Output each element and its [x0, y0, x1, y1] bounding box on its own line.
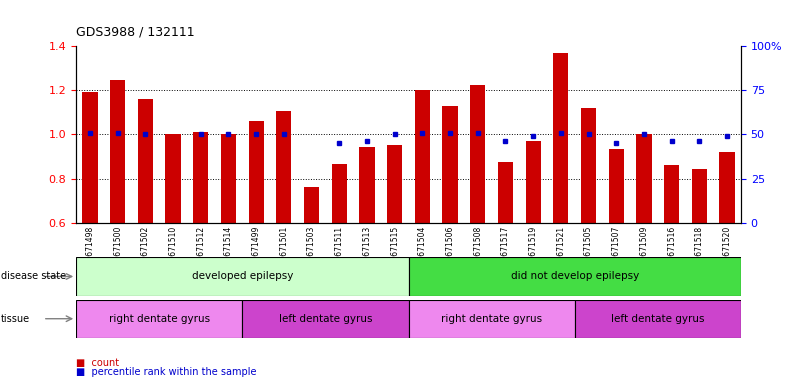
Bar: [110, 80, 125, 223]
Bar: [409, 300, 575, 338]
Bar: [166, 134, 181, 223]
Bar: [138, 99, 153, 223]
Bar: [409, 257, 741, 296]
Bar: [636, 134, 651, 223]
Text: disease state: disease state: [1, 271, 66, 281]
Bar: [575, 300, 741, 338]
Bar: [442, 106, 457, 223]
Bar: [470, 85, 485, 223]
Text: left dentate gyrus: left dentate gyrus: [279, 314, 372, 324]
Bar: [221, 134, 236, 223]
Bar: [242, 300, 409, 338]
Bar: [276, 111, 292, 223]
Bar: [83, 93, 98, 223]
Bar: [76, 300, 242, 338]
Bar: [553, 53, 569, 223]
Text: right dentate gyrus: right dentate gyrus: [109, 314, 210, 324]
Text: ■  count: ■ count: [76, 358, 119, 368]
Text: developed epilepsy: developed epilepsy: [191, 271, 293, 281]
Bar: [525, 141, 541, 223]
Bar: [76, 257, 409, 296]
Bar: [304, 187, 319, 223]
Text: tissue: tissue: [1, 314, 30, 324]
Bar: [719, 152, 735, 223]
Bar: [664, 166, 679, 223]
Bar: [248, 121, 264, 223]
Text: left dentate gyrus: left dentate gyrus: [611, 314, 705, 324]
Text: right dentate gyrus: right dentate gyrus: [441, 314, 542, 324]
Text: ■  percentile rank within the sample: ■ percentile rank within the sample: [76, 367, 256, 377]
Text: did not develop epilepsy: did not develop epilepsy: [510, 271, 639, 281]
Bar: [692, 169, 707, 223]
Text: GDS3988 / 132111: GDS3988 / 132111: [76, 25, 195, 38]
Bar: [193, 132, 208, 223]
Bar: [581, 108, 596, 223]
Bar: [415, 90, 430, 223]
Bar: [387, 146, 402, 223]
Bar: [332, 164, 347, 223]
Bar: [498, 162, 513, 223]
Bar: [360, 147, 375, 223]
Bar: [609, 149, 624, 223]
